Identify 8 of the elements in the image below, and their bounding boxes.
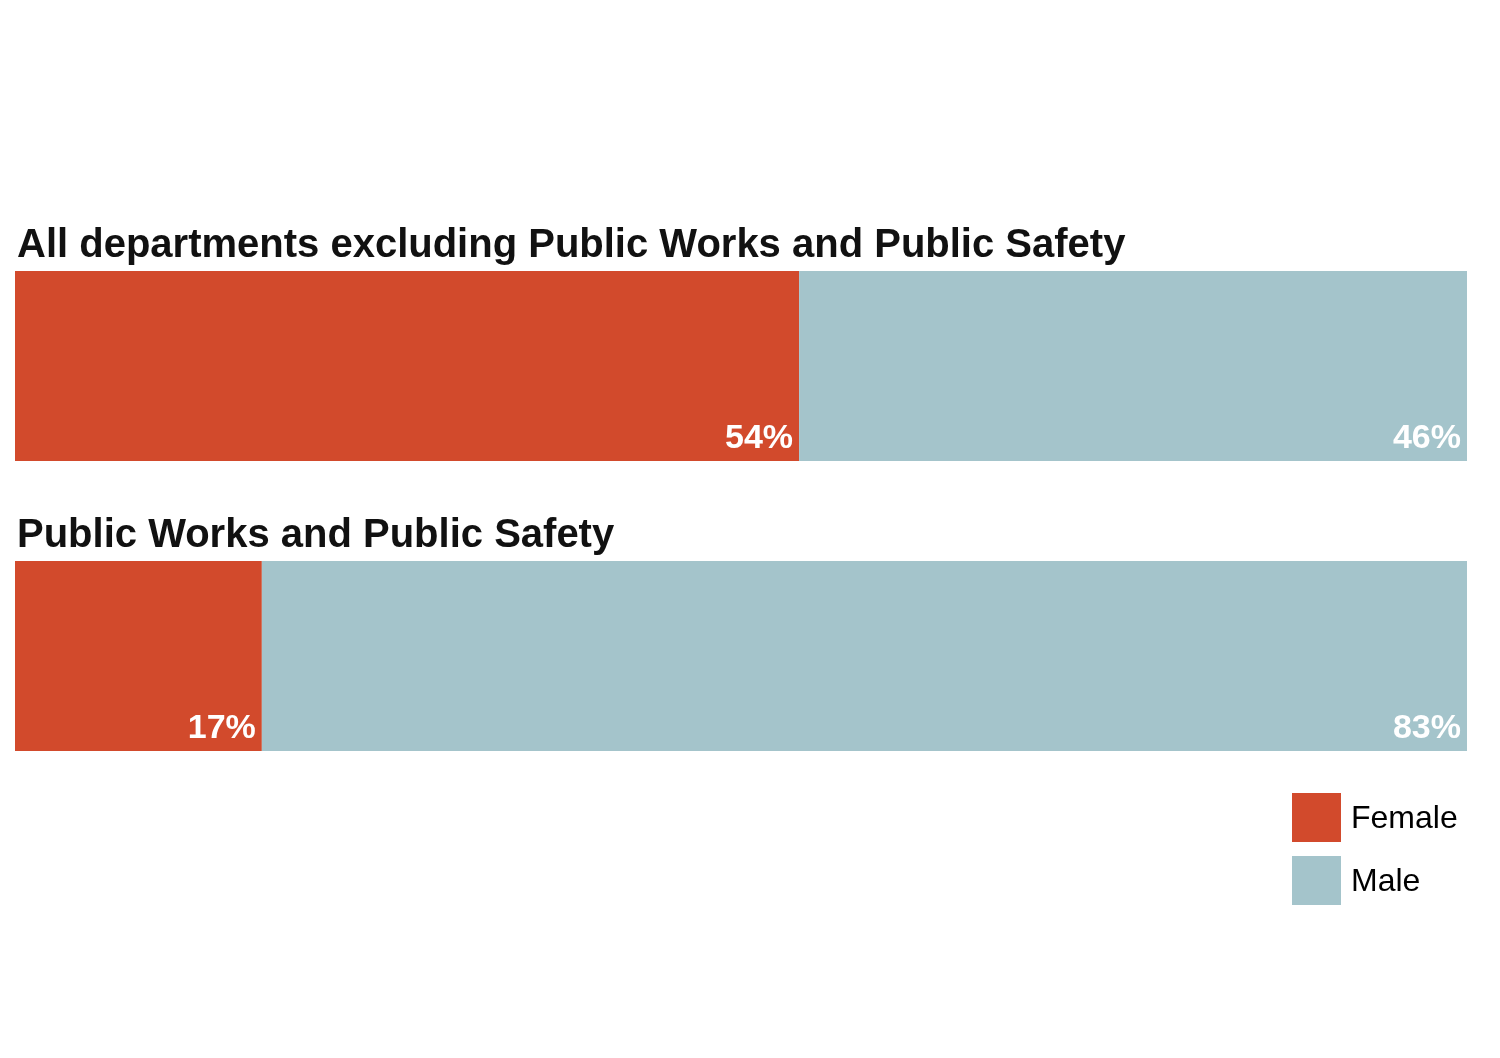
y-tick-label: Public Works and Public Safety	[17, 511, 615, 556]
legend-label: Male	[1351, 861, 1421, 898]
data-label: 54%	[725, 416, 794, 455]
data-label: 83%	[1392, 707, 1461, 745]
legend-label: Female	[1351, 798, 1458, 835]
data-label: 46%	[1392, 416, 1461, 455]
data-label: 17%	[187, 707, 256, 745]
y-tick-label: All departments excluding Public Works and Public Safety	[17, 221, 1127, 265]
